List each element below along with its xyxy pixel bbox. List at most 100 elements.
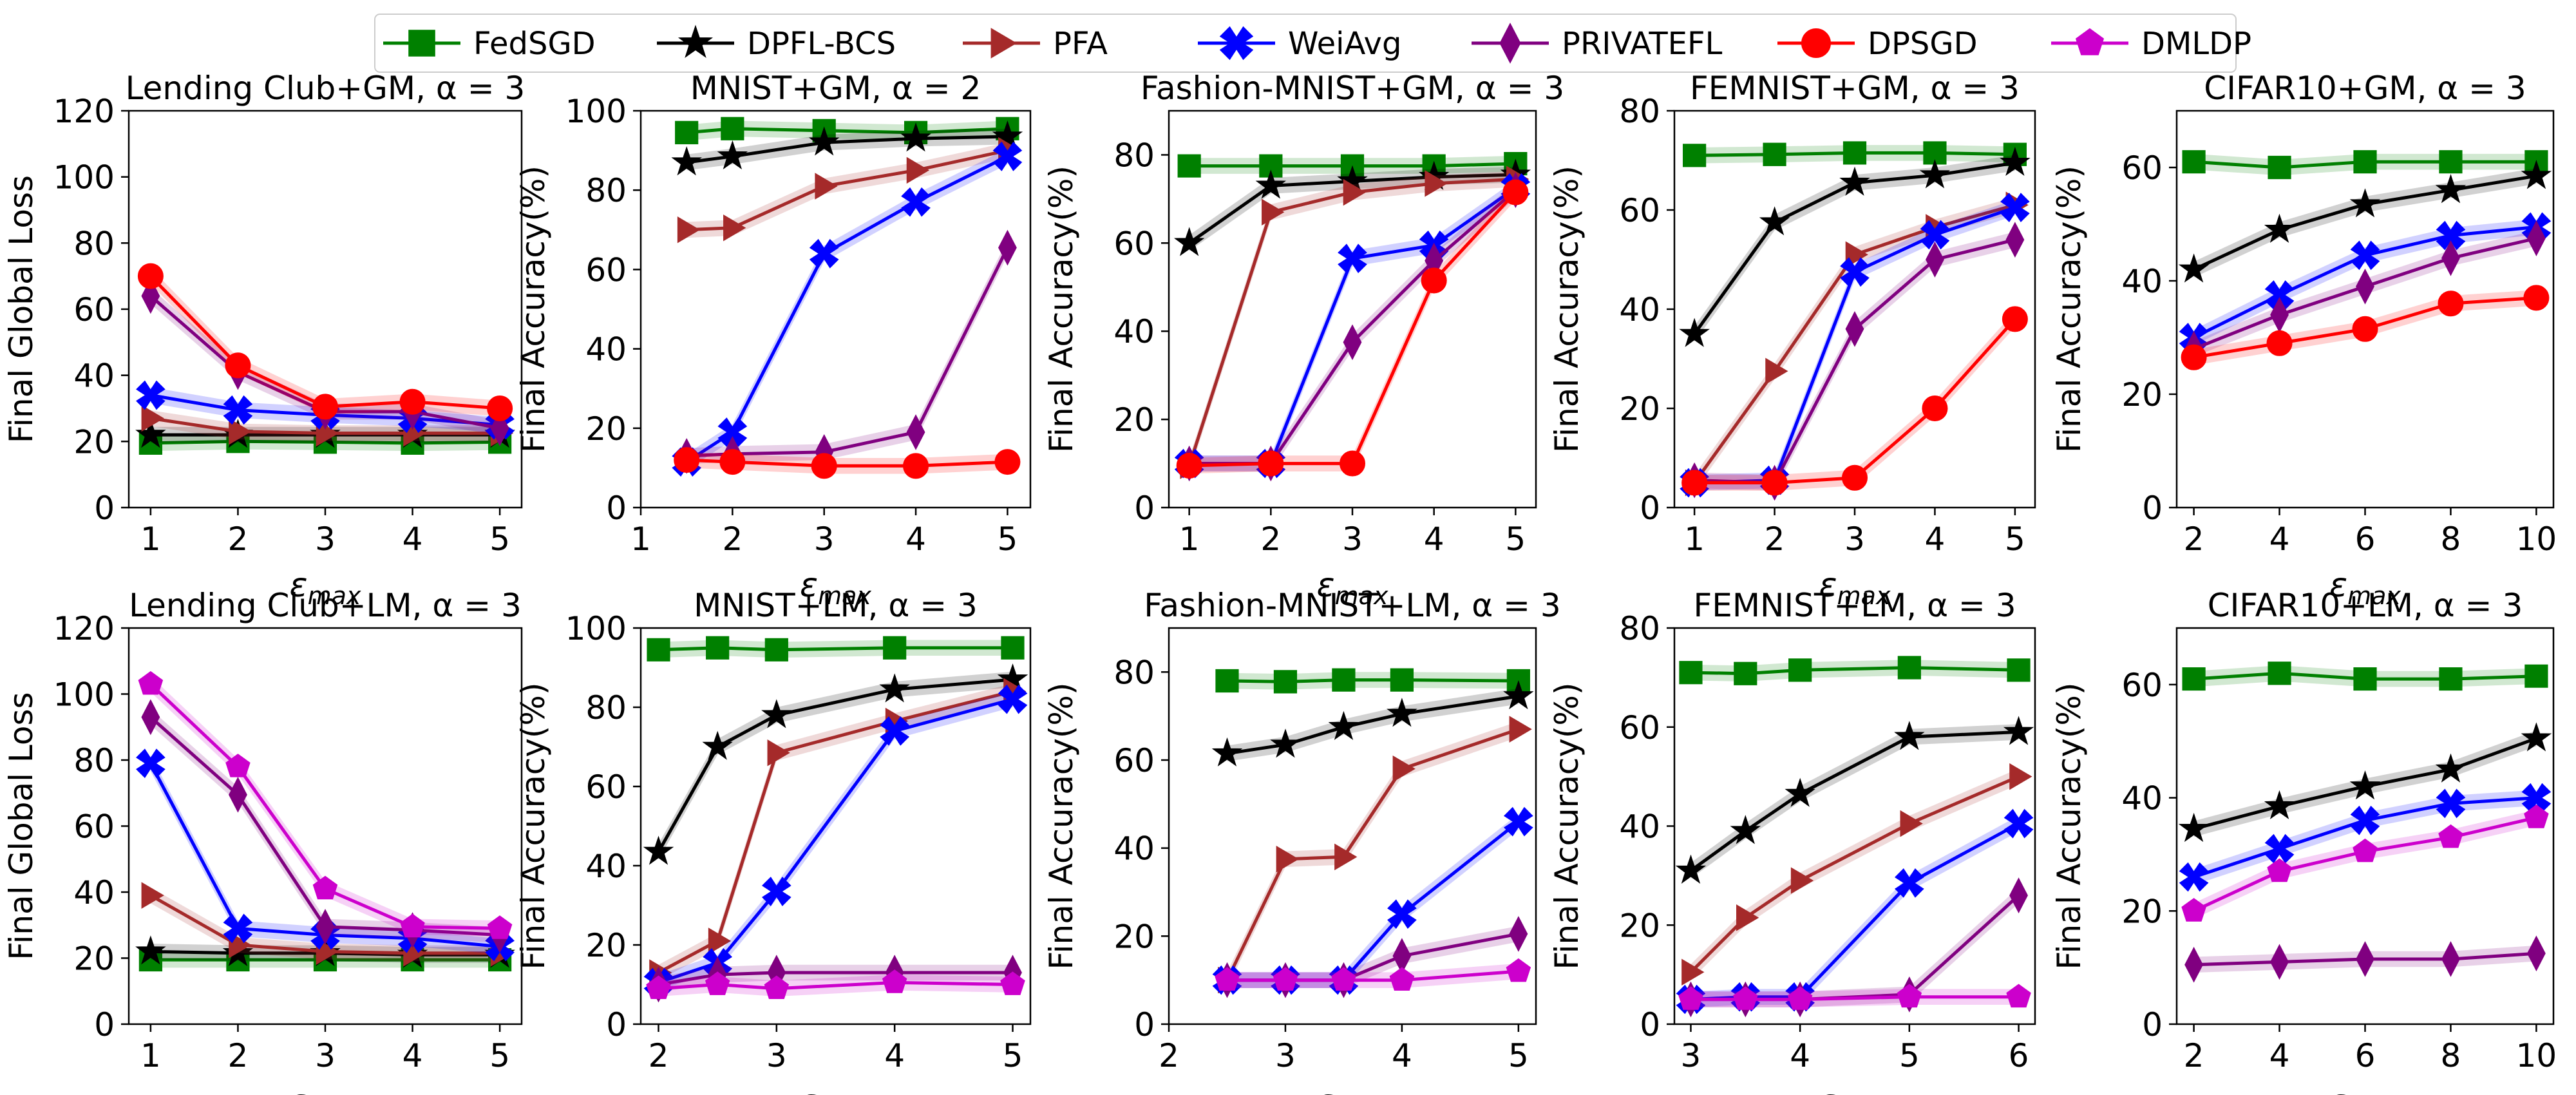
- y-tick-label: 60: [1619, 709, 1660, 747]
- data-point: [1000, 971, 1025, 995]
- confidence-band: [1694, 155, 2015, 342]
- confidence-band: [658, 683, 1013, 981]
- data-point: [2009, 763, 2032, 790]
- data-point: [883, 636, 907, 660]
- legend-entry-dmldp: DMLDP: [2051, 26, 2251, 62]
- y-tick-label: 20: [1113, 918, 1155, 955]
- data-point: [2349, 770, 2381, 800]
- confidence-band: [2193, 790, 2537, 885]
- x-tick-label: 2: [649, 1037, 669, 1074]
- legend-entry-pfa: PFA: [963, 26, 1108, 62]
- data-point: [708, 928, 732, 955]
- y-tick-label: 40: [73, 874, 115, 911]
- x-tick-label: 8: [2441, 520, 2461, 558]
- data-point: [1502, 179, 1529, 205]
- y-tick-label: 80: [1113, 654, 1155, 691]
- y-tick-label: 20: [585, 410, 627, 448]
- data-point: [2179, 862, 2209, 892]
- data-point: [1390, 668, 1414, 692]
- data-point: [2526, 220, 2546, 256]
- x-tick-label: 4: [1424, 520, 1444, 558]
- y-axis-label: Final Accuracy(%): [1043, 166, 1080, 453]
- legend-marker-diamond: [1499, 23, 1521, 64]
- data-point: [141, 882, 164, 909]
- data-point: [1273, 670, 1298, 694]
- y-tick-label: 40: [585, 331, 627, 368]
- x-tick-label: 4: [2269, 520, 2290, 558]
- y-tick-label: 20: [1113, 401, 1155, 439]
- series-weiavg: [643, 684, 1028, 998]
- data-point: [2526, 935, 2546, 972]
- series-dpfl-bcs: [1211, 680, 1534, 766]
- data-point: [141, 699, 160, 736]
- panel-title: Fashion-MNIST+LM, α = 3: [1144, 587, 1560, 624]
- legend-label: DMLDP: [2141, 26, 2251, 62]
- x-tick-label: 4: [402, 1037, 423, 1074]
- data-point: [1790, 867, 1814, 894]
- data-point: [1897, 656, 1921, 680]
- data-point: [1922, 395, 1948, 421]
- data-point: [487, 395, 513, 421]
- series-dmldp: [1678, 984, 2031, 1010]
- data-point: [1504, 806, 1533, 837]
- data-point: [2435, 174, 2467, 204]
- data-point: [225, 754, 251, 777]
- y-axis-label: Final Accuracy(%): [2050, 166, 2088, 453]
- data-point: [399, 388, 426, 415]
- data-point: [675, 120, 699, 144]
- data-point: [1215, 669, 1239, 693]
- data-point: [1255, 169, 1287, 199]
- y-axis-label: Final Global Loss: [3, 692, 40, 960]
- data-point: [1679, 661, 1703, 685]
- panel-6: Lending Club+LM, α = 3 Final Global Loss ε…: [3, 587, 523, 1095]
- data-point: [225, 352, 251, 379]
- y-tick-label: 80: [1619, 93, 1660, 130]
- y-tick-label: 0: [606, 1006, 627, 1043]
- data-point: [2521, 160, 2552, 189]
- data-point: [1785, 777, 1815, 807]
- data-point: [1894, 868, 1924, 898]
- data-point: [2264, 280, 2295, 310]
- y-tick-label: 80: [585, 689, 627, 727]
- x-tick-label: 8: [2441, 1037, 2461, 1074]
- series-dpfl-bcs: [671, 120, 1023, 176]
- legend-entry-dpsgd: DPSGD: [1777, 26, 1978, 62]
- y-tick-label: 40: [1113, 313, 1155, 350]
- plot-frame: [639, 627, 1032, 1025]
- confidence-band: [1690, 887, 2019, 1007]
- x-tick-label: 2: [228, 520, 249, 558]
- data-point: [1425, 170, 1448, 197]
- data-point: [998, 684, 1028, 714]
- x-axis-label: εmax: [800, 566, 871, 610]
- x-tick-label: 1: [140, 1037, 161, 1074]
- y-tick-label: 60: [585, 251, 627, 289]
- data-point: [702, 730, 733, 760]
- series-dpfl-bcs: [643, 663, 1028, 865]
- x-tick-label: 5: [489, 1037, 510, 1074]
- y-tick-label: 20: [2121, 376, 2163, 414]
- x-tick-label: 3: [1844, 520, 1865, 558]
- confidence-band: [1690, 768, 2019, 980]
- data-point: [1262, 198, 1285, 226]
- x-tick-label: 3: [1681, 1037, 1701, 1074]
- data-point: [2182, 667, 2206, 691]
- data-point: [135, 935, 166, 965]
- legend-marker-star: [677, 24, 714, 59]
- data-point: [2264, 213, 2295, 243]
- data-point: [2352, 316, 2378, 342]
- series-dpfl-bcs: [1675, 716, 2034, 884]
- data-point: [1273, 967, 1298, 991]
- y-tick-label: 80: [73, 225, 115, 262]
- x-tick-label: 6: [2009, 1037, 2029, 1074]
- y-tick-label: 100: [53, 676, 115, 714]
- data-point: [1258, 450, 1284, 477]
- data-point: [809, 238, 839, 269]
- y-tick-label: 60: [2121, 667, 2163, 704]
- data-point: [1894, 721, 1925, 750]
- data-point: [2436, 220, 2466, 251]
- data-point: [1001, 636, 1025, 660]
- y-tick-label: 100: [565, 610, 627, 647]
- confidence-band: [1690, 815, 2019, 1007]
- series-dpfl-bcs: [2178, 722, 2552, 843]
